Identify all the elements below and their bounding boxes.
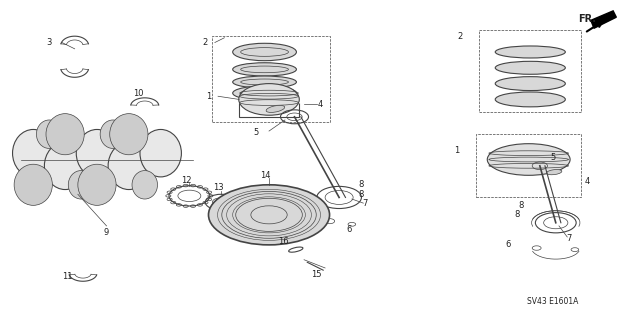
Ellipse shape <box>547 169 562 175</box>
Ellipse shape <box>100 120 125 148</box>
Text: FR.: FR. <box>578 14 596 24</box>
Ellipse shape <box>132 171 157 199</box>
Text: 7: 7 <box>566 234 572 243</box>
Text: 5: 5 <box>550 153 556 162</box>
Ellipse shape <box>36 120 62 148</box>
Ellipse shape <box>108 142 150 189</box>
Ellipse shape <box>78 164 116 205</box>
Polygon shape <box>591 11 616 28</box>
Text: 2: 2 <box>458 32 463 41</box>
Ellipse shape <box>140 130 181 177</box>
Ellipse shape <box>233 63 296 76</box>
Ellipse shape <box>14 164 52 205</box>
Text: 15: 15 <box>312 271 322 279</box>
Ellipse shape <box>495 77 565 91</box>
Text: 16: 16 <box>278 237 289 246</box>
Text: 8: 8 <box>518 201 524 210</box>
Ellipse shape <box>495 61 565 74</box>
Text: 4: 4 <box>585 177 590 186</box>
Ellipse shape <box>266 105 285 112</box>
Ellipse shape <box>233 43 296 61</box>
Ellipse shape <box>44 142 86 189</box>
Ellipse shape <box>46 114 84 155</box>
Text: 5: 5 <box>253 128 259 137</box>
Text: 14: 14 <box>260 171 271 180</box>
Text: 8: 8 <box>359 190 364 199</box>
Text: 6: 6 <box>506 241 511 249</box>
Text: 7: 7 <box>362 199 367 208</box>
Ellipse shape <box>76 130 118 177</box>
Ellipse shape <box>495 46 565 58</box>
Ellipse shape <box>487 144 570 175</box>
Ellipse shape <box>239 84 300 115</box>
Ellipse shape <box>495 92 565 107</box>
Text: 9: 9 <box>104 228 109 237</box>
Ellipse shape <box>233 76 296 88</box>
Text: 8: 8 <box>515 210 520 219</box>
Text: 13: 13 <box>212 183 223 192</box>
Text: 2: 2 <box>203 38 208 47</box>
Text: 1: 1 <box>206 92 211 101</box>
Ellipse shape <box>68 171 94 199</box>
Text: 4: 4 <box>317 100 323 109</box>
Text: 12: 12 <box>181 175 191 185</box>
Ellipse shape <box>109 114 148 155</box>
Ellipse shape <box>233 86 296 100</box>
Circle shape <box>209 185 330 245</box>
Ellipse shape <box>13 130 54 177</box>
Text: 8: 8 <box>359 180 364 189</box>
Text: 11: 11 <box>62 272 72 281</box>
Text: 6: 6 <box>346 225 351 234</box>
Text: 1: 1 <box>454 145 460 154</box>
Text: 10: 10 <box>133 89 143 98</box>
Text: SV43 E1601A: SV43 E1601A <box>527 297 579 306</box>
Text: 3: 3 <box>47 38 52 47</box>
